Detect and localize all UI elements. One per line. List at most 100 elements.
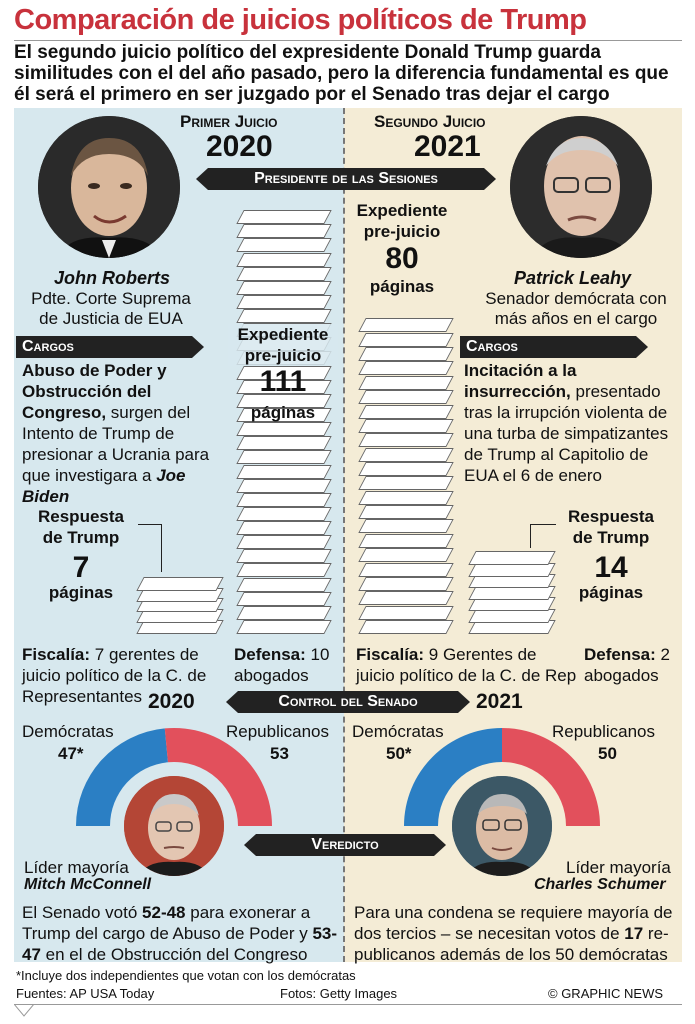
paper-sheet bbox=[236, 309, 332, 324]
first-charges-text: surgen del Intento de Trump de presionar… bbox=[22, 403, 210, 485]
first-defense-text: 10 abogados bbox=[234, 645, 330, 685]
second-dossier-unit: páginas bbox=[369, 277, 435, 296]
patrick-leahy-photo bbox=[510, 116, 652, 258]
rep-arc bbox=[502, 728, 600, 826]
second-dem-label: Demócratas bbox=[352, 722, 444, 741]
paper-sheet bbox=[236, 478, 332, 493]
john-roberts-photo bbox=[38, 116, 180, 258]
second-senate-gauge bbox=[404, 728, 600, 826]
first-defense-label: Defensa: bbox=[234, 645, 306, 664]
charles-schumer-photo bbox=[452, 776, 552, 876]
paper-sheet bbox=[358, 591, 454, 606]
paper-sheet bbox=[236, 280, 332, 295]
page-title: Comparación de juicios políticos de Trum… bbox=[14, 4, 587, 36]
first-dossier-pages: 111 bbox=[259, 365, 307, 398]
first-prosecution: Fiscalía: 7 gerentes de juicio político … bbox=[22, 644, 226, 707]
first-dossier-unit: páginas bbox=[250, 403, 316, 422]
first-cargos-tag: Cargos bbox=[16, 336, 204, 358]
first-response-label: Respuesta de Trump bbox=[38, 507, 124, 547]
presiding-banner: Presidente de las Sesiones bbox=[196, 168, 496, 190]
paper-sheet bbox=[358, 390, 454, 405]
paper-sheet bbox=[236, 422, 332, 437]
second-dossier-label: Expediente pre-juicio bbox=[356, 201, 448, 241]
paper-sheet bbox=[358, 562, 454, 577]
first-verdict-v2: 53-47 bbox=[22, 924, 338, 964]
paper-sheet bbox=[358, 519, 454, 534]
first-senate-gauge bbox=[76, 728, 272, 826]
rep-arc bbox=[164, 728, 272, 826]
second-defense-label: Defensa: bbox=[584, 645, 656, 664]
paper-sheet bbox=[358, 433, 454, 448]
second-defense-text: 2 abogados bbox=[584, 645, 670, 685]
first-verdict-v1: 52-48 bbox=[142, 903, 186, 922]
second-verdict-p1: Para una condena se requiere mayoría de … bbox=[354, 903, 673, 943]
second-leader-label: Líder mayoría bbox=[566, 858, 671, 877]
second-rep-seats: 50 bbox=[598, 744, 617, 763]
second-verdict-p2: re-publicanos además de los 50 demócrata… bbox=[354, 924, 669, 964]
dem-arc bbox=[76, 728, 168, 826]
second-trial-label: Segundo Juicio bbox=[374, 112, 486, 131]
first-trial-year: 2020 bbox=[206, 130, 273, 163]
first-leader-name: Mitch McConnell bbox=[24, 876, 152, 893]
paper-sheet bbox=[358, 548, 454, 563]
second-response-pages: 14 bbox=[594, 551, 628, 584]
paper-sheet bbox=[236, 577, 332, 592]
paper-sheet bbox=[236, 620, 332, 634]
paper-sheet bbox=[358, 605, 454, 620]
first-presiding-role: Pdte. Corte Suprema de Justicia de EUA bbox=[31, 289, 191, 328]
paper-sheet bbox=[236, 224, 332, 239]
second-trial-year: 2021 bbox=[414, 130, 481, 163]
paper-sheet bbox=[358, 620, 454, 634]
first-presiding-name: John Roberts bbox=[54, 268, 171, 288]
second-dossier-pages: 80 bbox=[385, 242, 419, 275]
second-prosecution: Fiscalía: 9 Gerentes de juicio político … bbox=[356, 644, 578, 686]
graphic-news-credit: © GRAPHIC NEWS bbox=[548, 986, 664, 1001]
paper-sheet bbox=[236, 238, 332, 253]
second-response-leader bbox=[530, 524, 556, 548]
paper-sheet bbox=[358, 404, 454, 419]
second-response-label: Respuesta de Trump bbox=[568, 507, 654, 547]
panel-divider bbox=[343, 108, 345, 962]
second-verdict-v1: 17 bbox=[624, 924, 644, 943]
photo-credit: Fotos: Getty Images bbox=[280, 986, 398, 1001]
mitch-mcconnell-photo bbox=[124, 776, 224, 876]
first-leader-label: Líder mayoría bbox=[24, 858, 129, 877]
paper-sheet bbox=[236, 506, 332, 521]
paper-sheet bbox=[236, 591, 332, 606]
paper-sheet bbox=[358, 447, 454, 462]
second-charges: Incitación a la insurrección, presentado… bbox=[464, 360, 676, 486]
first-response-leader bbox=[138, 524, 162, 572]
first-verdict-p3: en el de Obstrucción del Congreso bbox=[40, 945, 308, 964]
paper-sheet bbox=[236, 563, 332, 578]
paper-sheet bbox=[236, 210, 332, 225]
paper-sheet bbox=[236, 535, 332, 550]
first-dem-label: Demócratas bbox=[22, 722, 114, 741]
first-charges-name: Joe Biden bbox=[22, 466, 186, 506]
second-leader-name: Charles Schumer bbox=[534, 876, 666, 893]
first-dossier-label: Expediente pre-juicio bbox=[228, 324, 338, 366]
second-prosecution-text: 9 Gerentes de juicio político de la C. d… bbox=[356, 645, 577, 685]
second-senate-year: 2021 bbox=[476, 690, 523, 713]
first-senate-year: 2020 bbox=[148, 690, 195, 713]
first-prosecution-label: Fiscalía: bbox=[22, 645, 91, 664]
first-verdict-p2: para exonerar a Trump del cargo de Abuso… bbox=[22, 903, 313, 943]
second-dem-seats: 50* bbox=[386, 744, 412, 763]
first-response-stack bbox=[130, 566, 230, 636]
paper-sheet bbox=[358, 462, 454, 476]
paper-sheet bbox=[358, 361, 454, 376]
paper-sheet bbox=[236, 492, 332, 507]
second-verdict: Para una condena se requiere mayoría de … bbox=[354, 902, 680, 965]
paper-sheet bbox=[236, 521, 332, 536]
first-response-unit: páginas bbox=[48, 583, 114, 602]
second-charges-bold: Incitación a la insurrección, bbox=[464, 361, 577, 401]
footer-notch bbox=[14, 1004, 35, 1017]
dem-arc bbox=[404, 728, 502, 826]
paper-sheet bbox=[358, 576, 454, 591]
sources: Fuentes: AP USA Today bbox=[16, 986, 155, 1001]
paper-sheet bbox=[236, 549, 332, 564]
first-defense: Defensa: 10 abogados bbox=[234, 644, 344, 686]
senate-banner: Control del Senado bbox=[226, 691, 470, 713]
second-cargos-tag: Cargos bbox=[460, 336, 648, 358]
second-prosecution-label: Fiscalía: bbox=[356, 645, 425, 664]
paper-sheet bbox=[358, 332, 454, 347]
